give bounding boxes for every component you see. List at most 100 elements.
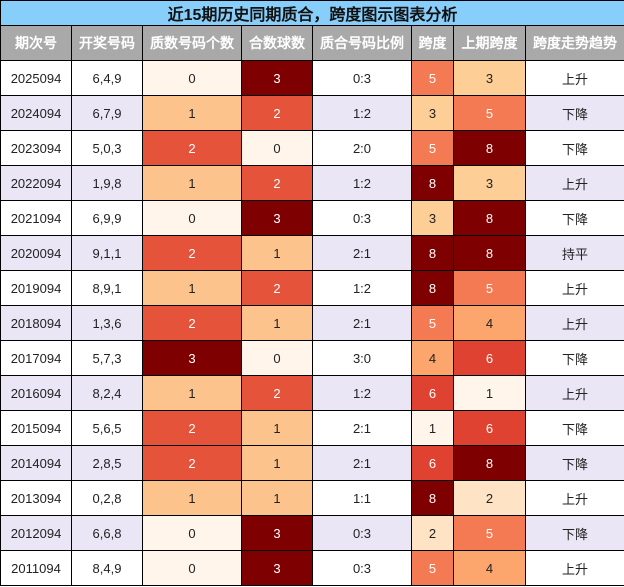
span-cell: 5 (411, 130, 454, 166)
table-title: 近15期历史同期质合，跨度图示图表分析 (0, 0, 624, 26)
numbers-cell: 6,7,9 (71, 95, 143, 131)
composite-count-cell: 1 (241, 445, 313, 481)
span-cell: 6 (411, 375, 454, 411)
composite-count-cell: 1 (241, 235, 313, 271)
prime-count-cell: 0 (142, 60, 242, 96)
numbers-cell: 8,2,4 (71, 375, 143, 411)
period-cell: 2023094 (0, 130, 72, 166)
table-row: 2015094 5,6,5 2 1 2:1 1 6 下降 (0, 410, 624, 446)
span-cell: 3 (411, 95, 454, 131)
period-cell: 2022094 (0, 165, 72, 201)
ratio-cell: 1:2 (312, 95, 412, 131)
table-row: 2018094 1,3,6 2 1 2:1 5 4 上升 (0, 305, 624, 341)
prev-span-cell: 8 (453, 445, 526, 481)
span-cell: 5 (411, 305, 454, 341)
composite-count-cell: 3 (241, 550, 313, 586)
ratio-cell: 1:2 (312, 375, 412, 411)
period-cell: 2013094 (0, 480, 72, 516)
numbers-cell: 8,9,1 (71, 270, 143, 306)
ratio-cell: 2:1 (312, 235, 412, 271)
prime-count-cell: 0 (142, 515, 242, 551)
composite-count-cell: 3 (241, 515, 313, 551)
table-body: 2025094 6,4,9 0 3 0:3 5 3 上升 2024094 6,7,9 1 2 1:2 3 5… (0, 60, 624, 586)
span-cell: 6 (411, 445, 454, 481)
period-cell: 2024094 (0, 95, 72, 131)
trend-cell: 上升 (524, 305, 624, 341)
prev-span-cell: 6 (453, 410, 526, 446)
composite-count-cell: 2 (241, 270, 313, 306)
numbers-cell: 6,6,8 (71, 515, 143, 551)
span-cell: 8 (411, 165, 454, 201)
composite-count-cell: 0 (241, 130, 313, 166)
header-prime-count: 质数号码个数 (142, 25, 242, 61)
prev-span-cell: 3 (453, 60, 526, 96)
prev-span-cell: 4 (453, 305, 526, 341)
trend-cell: 下降 (524, 410, 624, 446)
ratio-cell: 3:0 (312, 340, 412, 376)
ratio-cell: 2:1 (312, 410, 412, 446)
header-trend: 跨度走势趋势 (524, 25, 624, 61)
table-row: 2014094 2,8,5 2 1 2:1 6 8 下降 (0, 445, 624, 481)
header-row: 期次号 开奖号码 质数号码个数 合数球数 质合号码比例 跨度 上期跨度 跨度走势… (0, 25, 624, 61)
prime-count-cell: 2 (142, 410, 242, 446)
span-cell: 8 (411, 270, 454, 306)
numbers-cell: 5,6,5 (71, 410, 143, 446)
prev-span-cell: 8 (453, 130, 526, 166)
numbers-cell: 6,4,9 (71, 60, 143, 96)
numbers-cell: 1,3,6 (71, 305, 143, 341)
numbers-cell: 2,8,5 (71, 445, 143, 481)
trend-cell: 上升 (524, 375, 624, 411)
trend-cell: 下降 (524, 95, 624, 131)
trend-cell: 上升 (524, 270, 624, 306)
period-cell: 2017094 (0, 340, 72, 376)
period-cell: 2020094 (0, 235, 72, 271)
trend-cell: 持平 (524, 235, 624, 271)
header-ratio: 质合号码比例 (312, 25, 412, 61)
trend-cell: 上升 (524, 60, 624, 96)
period-cell: 2018094 (0, 305, 72, 341)
table-row: 2020094 9,1,1 2 1 2:1 8 8 持平 (0, 235, 624, 271)
composite-count-cell: 1 (241, 305, 313, 341)
composite-count-cell: 1 (241, 480, 313, 516)
numbers-cell: 9,1,1 (71, 235, 143, 271)
table-row: 2013094 0,2,8 1 1 1:1 8 2 上升 (0, 480, 624, 516)
trend-cell: 上升 (524, 480, 624, 516)
span-cell: 5 (411, 60, 454, 96)
prime-count-cell: 2 (142, 130, 242, 166)
prime-count-cell: 2 (142, 235, 242, 271)
ratio-cell: 0:3 (312, 60, 412, 96)
trend-cell: 下降 (524, 340, 624, 376)
period-cell: 2025094 (0, 60, 72, 96)
table-row: 2019094 8,9,1 1 2 1:2 8 5 上升 (0, 270, 624, 306)
numbers-cell: 5,0,3 (71, 130, 143, 166)
trend-cell: 下降 (524, 200, 624, 236)
period-cell: 2011094 (0, 550, 72, 586)
table-row: 2012094 6,6,8 0 3 0:3 2 5 下降 (0, 515, 624, 551)
prime-count-cell: 2 (142, 445, 242, 481)
trend-cell: 下降 (524, 515, 624, 551)
ratio-cell: 2:1 (312, 445, 412, 481)
prime-count-cell: 1 (142, 270, 242, 306)
composite-count-cell: 3 (241, 60, 313, 96)
trend-cell: 上升 (524, 550, 624, 586)
period-cell: 2019094 (0, 270, 72, 306)
header-composite-count: 合数球数 (241, 25, 313, 61)
table-row: 2016094 8,2,4 1 2 1:2 6 1 上升 (0, 375, 624, 411)
composite-count-cell: 2 (241, 375, 313, 411)
table-row: 2025094 6,4,9 0 3 0:3 5 3 上升 (0, 60, 624, 96)
prime-count-cell: 1 (142, 95, 242, 131)
prime-count-cell: 1 (142, 165, 242, 201)
ratio-cell: 0:3 (312, 200, 412, 236)
trend-cell: 下降 (524, 445, 624, 481)
trend-cell: 下降 (524, 130, 624, 166)
table-row: 2021094 6,9,9 0 3 0:3 3 8 下降 (0, 200, 624, 236)
prime-count-cell: 0 (142, 550, 242, 586)
prime-count-cell: 2 (142, 305, 242, 341)
prev-span-cell: 5 (453, 95, 526, 131)
period-cell: 2016094 (0, 375, 72, 411)
header-numbers: 开奖号码 (71, 25, 143, 61)
period-cell: 2012094 (0, 515, 72, 551)
span-cell: 4 (411, 340, 454, 376)
numbers-cell: 6,9,9 (71, 200, 143, 236)
prime-count-cell: 1 (142, 480, 242, 516)
